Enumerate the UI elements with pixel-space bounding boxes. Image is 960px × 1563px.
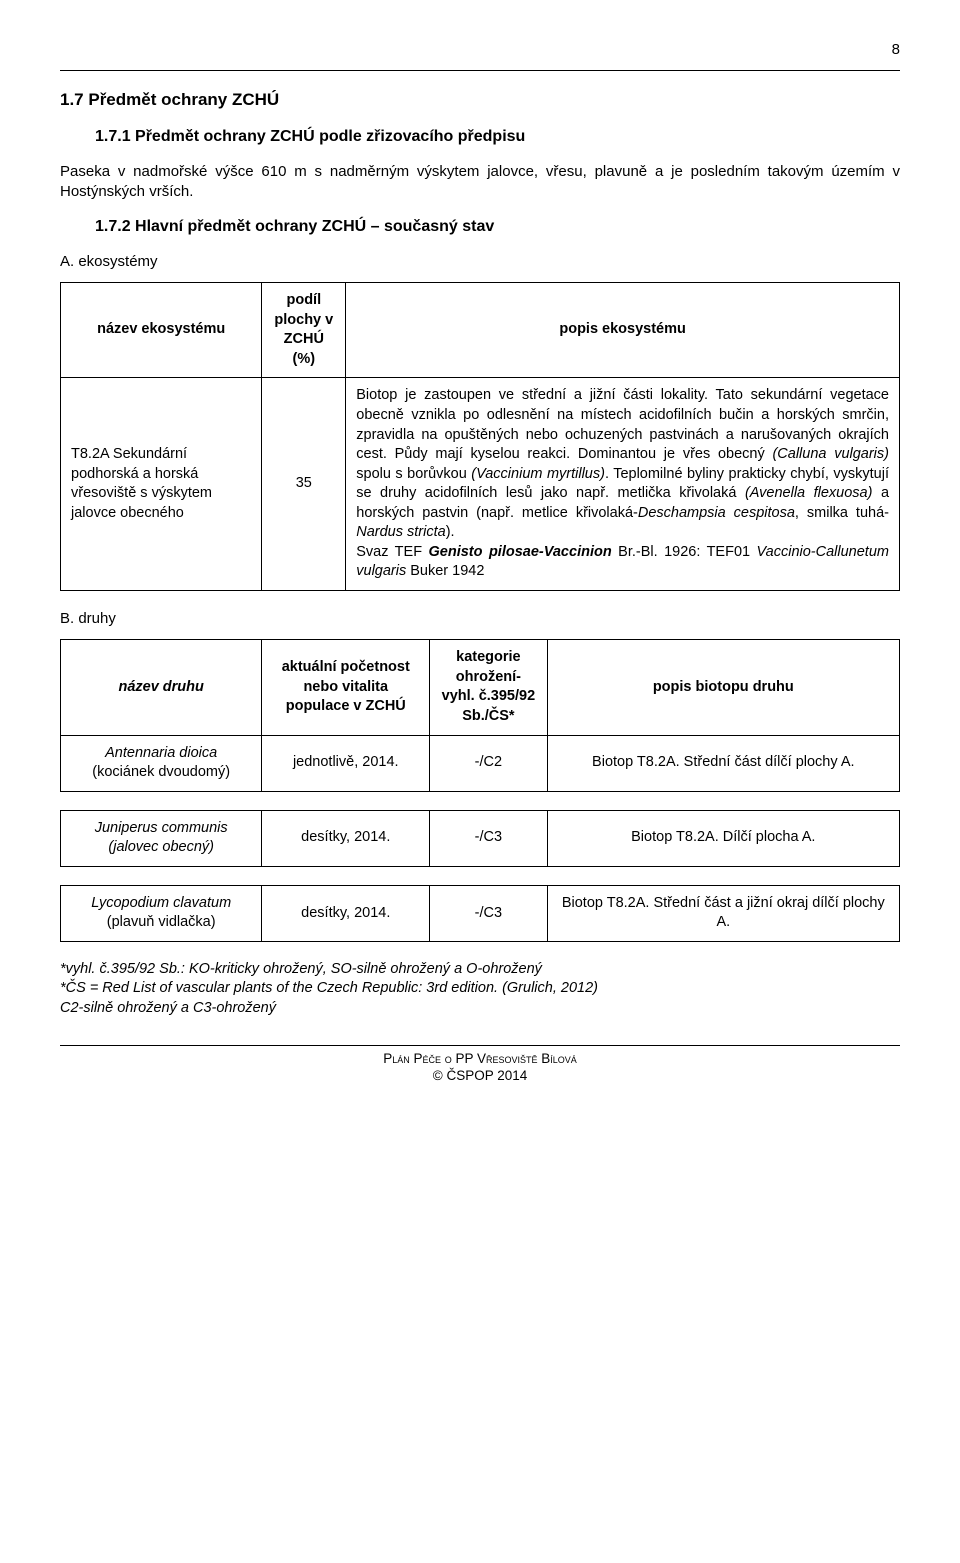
species-cz: (kociánek dvoudomý) [92, 764, 230, 780]
species-latin: Antennaria dioica [105, 745, 217, 761]
sp-col-cat: kategorie ohrožení-vyhl. č.395/92 Sb./ČS… [430, 640, 547, 735]
species-table-2: Juniperus communis (jalovec obecný) desí… [60, 810, 900, 867]
species-cz: (jalovec obecný) [108, 839, 214, 855]
eco-desc-text: ). [446, 524, 455, 540]
sp-name-cell: Antennaria dioica (kociánek dvoudomý) [61, 735, 262, 791]
eco-name-cell: T8.2A Sekundární podhorská a horská vřes… [61, 378, 262, 591]
intro-paragraph: Paseka v nadmořské výšce 610 m s nadměrn… [60, 162, 900, 203]
eco-desc-text: Genisto pilosae-Vaccinion [429, 544, 612, 560]
eco-col-desc: popis ekosystému [346, 283, 900, 378]
table-row: Juniperus communis (jalovec obecný) desí… [61, 810, 900, 866]
eco-desc-cell: Biotop je zastoupen ve střední a jižní č… [346, 378, 900, 591]
eco-desc-text: Svaz TEF [356, 544, 428, 560]
eco-desc-text: Buker 1942 [406, 563, 484, 579]
sp-col-name: název druhu [61, 640, 262, 735]
subsection-1-7-2: 1.7.2 Hlavní předmět ochrany ZCHÚ – souč… [95, 216, 900, 238]
table-header-row: název ekosystému podíl plochy v ZCHÚ (%)… [61, 283, 900, 378]
top-rule [60, 70, 900, 71]
species-latin: Juniperus communis [95, 820, 228, 836]
table-row: T8.2A Sekundární podhorská a horská vřes… [61, 378, 900, 591]
species-table-3: Lycopodium clavatum (plavuň vidlačka) de… [60, 885, 900, 942]
eco-desc-text: Nardus stricta [356, 524, 445, 540]
label-a-ekosystemy: A. ekosystémy [60, 252, 900, 272]
eco-desc-text: Deschampsia cespitosa [638, 505, 795, 521]
page-number: 8 [60, 40, 900, 60]
sp-cat-cell: -/C3 [430, 810, 547, 866]
note-line: C2-silně ohrožený a C3-ohrožený [60, 1000, 276, 1016]
sp-desc-cell: Biotop T8.2A. Dílčí plocha A. [547, 810, 899, 866]
ecosystem-table: název ekosystému podíl plochy v ZCHÚ (%)… [60, 282, 900, 591]
label-b-druhy: B. druhy [60, 609, 900, 629]
sp-name-cell: Juniperus communis (jalovec obecný) [61, 810, 262, 866]
footer-title: Plán Péče o PP Vřesoviště Bílová [383, 1051, 577, 1066]
note-line: *ČS = Red List of vascular plants of the… [60, 980, 598, 996]
sp-pop-cell: jednotlivě, 2014. [262, 735, 430, 791]
page-footer: Plán Péče o PP Vřesoviště Bílová © ČSPOP… [60, 1045, 900, 1085]
eco-desc-text: spolu s borůvkou [356, 466, 471, 482]
species-latin: Lycopodium clavatum [91, 895, 231, 911]
sp-desc-cell: Biotop T8.2A. Střední část dílčí plochy … [547, 735, 899, 791]
table-header-row: název druhu aktuální početnost nebo vita… [61, 640, 900, 735]
footnotes: *vyhl. č.395/92 Sb.: KO-kriticky ohrožen… [60, 960, 900, 1019]
sp-desc-cell: Biotop T8.2A. Střední část a jižní okraj… [547, 885, 899, 941]
eco-desc-text: (Avenella flexuosa) [745, 485, 873, 501]
sp-pop-cell: desítky, 2014. [262, 810, 430, 866]
eco-desc-text: Br.-Bl. 1926: TEF01 [612, 544, 757, 560]
eco-share-cell: 35 [262, 378, 346, 591]
sp-pop-cell: desítky, 2014. [262, 885, 430, 941]
sp-name-cell: Lycopodium clavatum (plavuň vidlačka) [61, 885, 262, 941]
species-cz: (plavuň vidlačka) [107, 914, 216, 930]
eco-col-name: název ekosystému [61, 283, 262, 378]
sp-col-desc: popis biotopu druhu [547, 640, 899, 735]
table-row: Lycopodium clavatum (plavuň vidlačka) de… [61, 885, 900, 941]
eco-desc-text: Dominantou je vřes obecný [578, 446, 773, 462]
subsection-1-7-1: 1.7.1 Předmět ochrany ZCHÚ podle zřizova… [95, 126, 900, 148]
eco-desc-text: (Calluna vulgaris) [772, 446, 889, 462]
eco-col-share: podíl plochy v ZCHÚ (%) [262, 283, 346, 378]
note-line: *vyhl. č.395/92 Sb.: KO-kriticky ohrožen… [60, 961, 542, 977]
sp-cat-cell: -/C3 [430, 885, 547, 941]
footer-copyright: © ČSPOP 2014 [433, 1068, 528, 1083]
sp-col-pop: aktuální početnost nebo vitalita populac… [262, 640, 430, 735]
sp-cat-cell: -/C2 [430, 735, 547, 791]
species-table: název druhu aktuální početnost nebo vita… [60, 639, 900, 791]
eco-desc-text: (Vaccinium myrtillus) [471, 466, 605, 482]
section-title: 1.7 Předmět ochrany ZCHÚ [60, 89, 900, 112]
eco-desc-text: , smilka tuhá- [795, 505, 889, 521]
table-row: Antennaria dioica (kociánek dvoudomý) je… [61, 735, 900, 791]
